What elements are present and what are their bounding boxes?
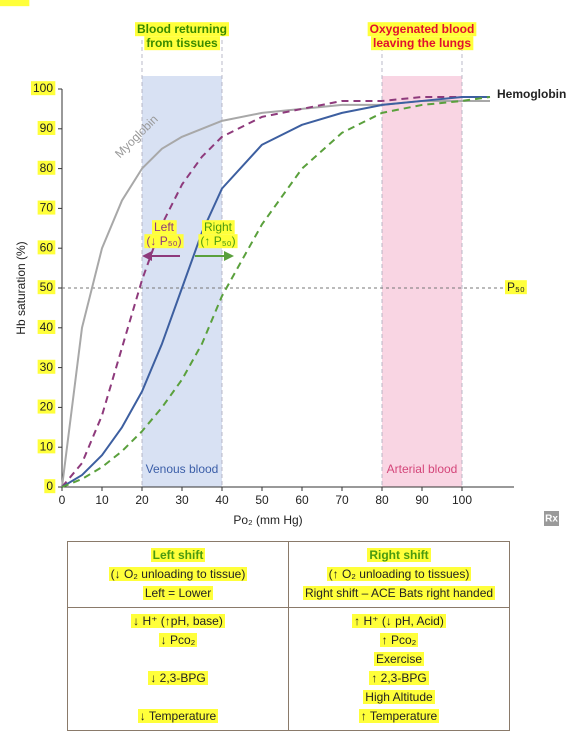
factor: ↓ Pco₂ bbox=[158, 633, 198, 647]
curve bbox=[61, 95, 490, 488]
highlight bbox=[37, 120, 56, 135]
left-shift-label: Left bbox=[154, 220, 175, 234]
x-tick-label: 0 bbox=[59, 493, 66, 507]
right-shift-label: (↑ P₅₀) bbox=[200, 234, 235, 248]
band-title: from tissues bbox=[146, 36, 218, 50]
x-tick-label: 10 bbox=[95, 493, 109, 507]
y-tick-label: 90 bbox=[40, 121, 54, 135]
y-tick-label: 50 bbox=[40, 280, 54, 294]
header-line: Right shift – ACE Bats right handed bbox=[302, 586, 496, 600]
x-tick-label: 20 bbox=[135, 493, 149, 507]
y-tick-label: 20 bbox=[40, 400, 54, 414]
y-tick-label: 30 bbox=[40, 360, 54, 374]
highlight bbox=[37, 200, 56, 215]
header-cell: Right shift (↑ O₂ unloading to tissues) Ri… bbox=[288, 541, 510, 608]
highlight bbox=[198, 234, 238, 249]
body-cell: ↓ H⁺ (↑pH, base) ↓ Pco₂ ↓ 2,3-BPG ↓ Tempe… bbox=[67, 607, 289, 731]
highlight bbox=[37, 240, 56, 255]
y-axis-label: Hb saturation (%) bbox=[14, 241, 28, 334]
right-shift-label: Right bbox=[204, 220, 233, 234]
header-cell: Left shift (↓ O₂ unloading to tissue) Left… bbox=[67, 541, 289, 608]
factor: Exercise bbox=[373, 652, 424, 666]
highlight bbox=[370, 36, 474, 51]
curve bbox=[61, 95, 490, 488]
shift-table: Left shift (↓ O₂ unloading to tissue) Left… bbox=[67, 541, 510, 731]
highlight bbox=[151, 220, 177, 235]
highlight bbox=[201, 220, 235, 235]
y-tick-label: 0 bbox=[46, 479, 53, 493]
highlight bbox=[0, 0, 30, 7]
header-row: Left shift (↓ O₂ unloading to tissue) Left… bbox=[67, 541, 510, 608]
y-tick-label: 10 bbox=[40, 439, 54, 453]
factor: ↓ 2,3-BPG bbox=[148, 671, 208, 685]
badge-box bbox=[544, 511, 559, 526]
highlight bbox=[37, 439, 56, 454]
band-title: Oxygenated blood bbox=[370, 22, 475, 36]
x-tick-label: 60 bbox=[295, 493, 309, 507]
region-band bbox=[382, 76, 462, 487]
series-label: Hemoglobin bbox=[497, 87, 566, 101]
body-row: ↓ H⁺ (↑pH, base) ↓ Pco₂ ↓ 2,3-BPG ↓ Tempe… bbox=[67, 607, 510, 731]
factor: High Altitude bbox=[363, 690, 435, 704]
x-tick-label: 30 bbox=[175, 493, 189, 507]
y-tick-label: 60 bbox=[40, 240, 54, 254]
region-band bbox=[142, 76, 222, 487]
factor: ↓ H⁺ (↑pH, base) bbox=[131, 614, 225, 628]
band-title: leaving the lungs bbox=[373, 36, 471, 50]
factor: ↑ Temperature bbox=[358, 709, 440, 723]
band-label: Arterial blood bbox=[387, 462, 458, 476]
x-tick-label: 100 bbox=[452, 493, 472, 507]
highlight bbox=[44, 479, 56, 494]
band-label: Venous blood bbox=[146, 462, 219, 476]
highlight bbox=[30, 81, 56, 96]
highlight bbox=[505, 280, 527, 295]
factor: ↓ Temperature bbox=[137, 709, 219, 723]
y-tick-label: 80 bbox=[40, 161, 54, 175]
left-shift-label: (↓ P₅₀) bbox=[146, 234, 181, 248]
reference-label: P₅₀ bbox=[507, 280, 525, 294]
highlight bbox=[144, 234, 184, 249]
x-tick-label: 80 bbox=[375, 493, 389, 507]
header-title: Left shift bbox=[150, 548, 206, 562]
curve bbox=[61, 95, 491, 488]
highlight bbox=[37, 160, 56, 175]
highlight bbox=[37, 280, 56, 295]
highlight bbox=[37, 359, 56, 374]
x-tick-label: 90 bbox=[415, 493, 429, 507]
x-tick-label: 40 bbox=[215, 493, 229, 507]
highlight bbox=[135, 22, 229, 37]
y-tick-label: 70 bbox=[40, 201, 54, 215]
header-title: Right shift bbox=[367, 548, 431, 562]
header-line: Left = Lower bbox=[142, 586, 214, 600]
factor: ↑ 2,3-BPG bbox=[369, 671, 429, 685]
highlight bbox=[37, 399, 56, 414]
header-line: (↓ O₂ unloading to tissue) bbox=[108, 567, 248, 581]
factor: ↑ H⁺ (↓ pH, Acid) bbox=[352, 614, 446, 628]
body-cell: ↑ H⁺ (↓ pH, Acid) ↑ Pco₂ Exercise ↑ 2,3-BPG… bbox=[288, 607, 510, 731]
x-tick-label: 50 bbox=[255, 493, 269, 507]
x-tick-label: 70 bbox=[335, 493, 349, 507]
highlight bbox=[37, 319, 56, 334]
y-tick-label: 100 bbox=[33, 81, 53, 95]
y-tick-label: 40 bbox=[40, 320, 54, 334]
badge: Rx bbox=[545, 514, 558, 525]
header-line: (↑ O₂ unloading to tissues) bbox=[326, 567, 472, 581]
highlight bbox=[367, 22, 477, 37]
band-title: Blood returning bbox=[137, 22, 227, 36]
factor: ↑ Pco₂ bbox=[379, 633, 419, 647]
highlight bbox=[144, 36, 221, 51]
x-axis-label: Po₂ (mm Hg) bbox=[233, 513, 302, 527]
